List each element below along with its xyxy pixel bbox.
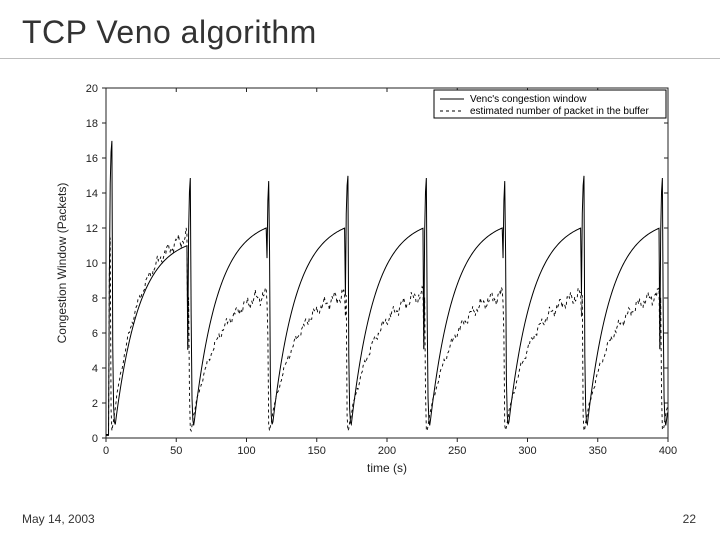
series-cwnd [106,141,667,435]
y-tick-label: 0 [92,433,98,445]
y-tick-label: 4 [92,363,98,375]
x-tick-label: 350 [589,445,607,457]
x-tick-label: 300 [518,445,536,457]
line-chart: 0 50 100 150 200 250 300 350 400 0 2 4 6 8 10 12 14 16 18 2… [50,80,680,480]
y-tick-label: 10 [86,258,98,270]
title-underline [0,58,720,59]
legend-item-2: estimated number of packet in the buffer [470,106,649,117]
series-buffer [106,228,667,436]
x-tick-label: 250 [448,445,466,457]
slide: TCP Veno algorithm 050100150200250300350… [0,0,720,540]
x-tick-label: 150 [308,445,326,457]
y-tick-label: 16 [86,153,98,165]
y-tick-label: 2 [92,398,98,410]
chart-container: 0 50 100 150 200 250 300 350 400 0 2 4 6 8 10 12 14 16 18 2… [50,80,680,480]
x-tick-label: 200 [378,445,396,457]
x-axis-label: time (s) [367,461,407,475]
y-tick-label: 20 [86,83,98,95]
y-tick-label: 8 [92,293,98,305]
footer-date: May 14, 2003 [22,512,95,526]
x-tick-label: 50 [170,445,182,457]
y-tick-label: 14 [86,188,98,200]
footer-page-number: 22 [683,512,696,526]
y-axis-label: Congestion Window (Packets) [55,183,69,344]
y-tick-label: 12 [86,223,98,235]
y-tick-label: 18 [86,118,98,130]
x-tick-label: 0 [103,445,109,457]
x-tick-label: 400 [659,445,677,457]
slide-title: TCP Veno algorithm [22,14,317,51]
legend-item-1: Venc's congestion window [470,94,587,105]
x-tick-label: 100 [237,445,255,457]
y-tick-label: 6 [92,328,98,340]
